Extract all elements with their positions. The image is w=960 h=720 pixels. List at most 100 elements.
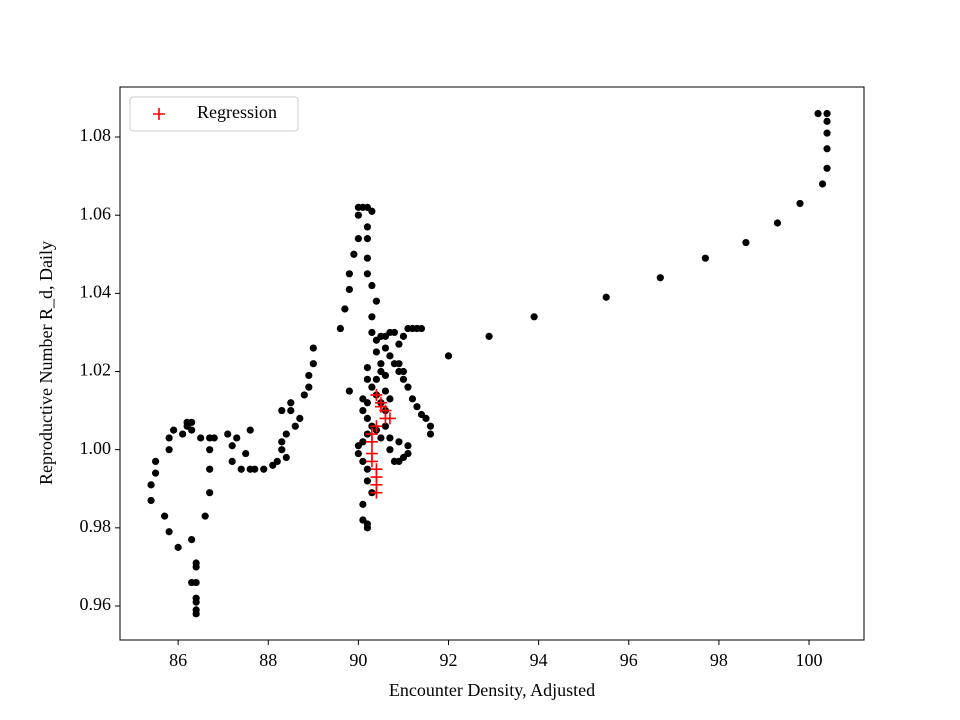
- point: [228, 442, 236, 450]
- point: [354, 442, 362, 450]
- point: [365, 435, 378, 448]
- point: [165, 446, 173, 454]
- point: [422, 414, 430, 423]
- x-tick-label: 96: [620, 650, 638, 670]
- x-tick-label: 90: [349, 650, 367, 670]
- point: [354, 235, 362, 243]
- plot-area: [147, 109, 831, 618]
- point: [363, 254, 371, 262]
- point: [242, 449, 250, 458]
- point: [152, 457, 160, 465]
- x-tick-label: 86: [169, 650, 187, 670]
- x-tick-label: 92: [440, 650, 458, 670]
- point: [823, 117, 831, 125]
- point: [354, 449, 362, 458]
- point: [823, 145, 831, 153]
- point: [192, 610, 200, 618]
- point: [374, 400, 387, 413]
- point: [192, 598, 200, 606]
- point: [291, 422, 299, 430]
- point: [368, 328, 376, 337]
- point: [206, 465, 214, 473]
- point: [278, 406, 286, 415]
- point: [165, 434, 173, 442]
- point: [354, 211, 362, 219]
- x-tick-label: 94: [530, 650, 548, 670]
- point: [368, 313, 376, 321]
- plot-frame: [119, 86, 865, 641]
- point: [300, 391, 308, 399]
- point: [188, 426, 196, 434]
- point: [287, 399, 295, 407]
- point: [814, 109, 822, 118]
- point: [188, 418, 196, 426]
- point: [336, 324, 344, 333]
- point: [399, 332, 408, 340]
- point: [345, 270, 353, 278]
- point: [381, 422, 390, 430]
- point: [368, 383, 376, 391]
- point: [530, 313, 538, 321]
- x-tick-label: 100: [796, 650, 823, 670]
- point: [237, 465, 245, 473]
- point: [444, 352, 453, 360]
- point: [377, 367, 385, 376]
- point: [404, 383, 412, 391]
- point: [345, 387, 353, 395]
- point: [363, 477, 371, 485]
- point: [363, 414, 371, 423]
- point: [823, 109, 831, 118]
- point: [426, 430, 435, 438]
- point: [818, 180, 827, 188]
- point: [246, 426, 254, 434]
- x-tick-label: 88: [259, 650, 277, 670]
- point: [399, 367, 408, 376]
- point: [174, 543, 182, 551]
- point: [179, 430, 187, 438]
- legend-label: Regression: [197, 102, 277, 122]
- point: [372, 297, 381, 305]
- y-tick-label: 1.02: [80, 360, 112, 380]
- point: [363, 465, 371, 473]
- point: [282, 430, 290, 438]
- y-tick-label: 0.96: [80, 594, 112, 614]
- point: [260, 465, 268, 473]
- point: [368, 281, 376, 290]
- point: [386, 395, 394, 403]
- point: [206, 446, 214, 454]
- point: [602, 293, 610, 301]
- point: [701, 254, 709, 262]
- point: [363, 364, 371, 372]
- point: [372, 348, 381, 356]
- point: [359, 457, 367, 465]
- point: [796, 199, 804, 208]
- point: [305, 371, 313, 380]
- point: [395, 340, 403, 348]
- point: [233, 434, 241, 442]
- point: [273, 457, 281, 465]
- point: [192, 563, 200, 571]
- point: [363, 399, 371, 407]
- point: [656, 274, 664, 282]
- x-axis-label: Encounter Density, Adjusted: [389, 680, 595, 700]
- point: [386, 434, 394, 442]
- point: [408, 395, 417, 403]
- point: [188, 535, 196, 544]
- point: [305, 383, 313, 391]
- point: [363, 235, 371, 243]
- point: [386, 446, 394, 454]
- x-tick-label: 98: [710, 650, 728, 670]
- y-tick-label: 0.98: [80, 516, 112, 536]
- point: [147, 496, 155, 505]
- point: [773, 219, 782, 227]
- point: [296, 414, 304, 423]
- y-tick-label: 1.04: [80, 281, 112, 301]
- point: [381, 344, 390, 352]
- point: [370, 486, 383, 499]
- point: [413, 403, 421, 411]
- y-axis-label: Reproductive Number R_d, Daily: [36, 241, 56, 485]
- point: [404, 449, 412, 458]
- point: [390, 328, 399, 337]
- point: [359, 406, 367, 415]
